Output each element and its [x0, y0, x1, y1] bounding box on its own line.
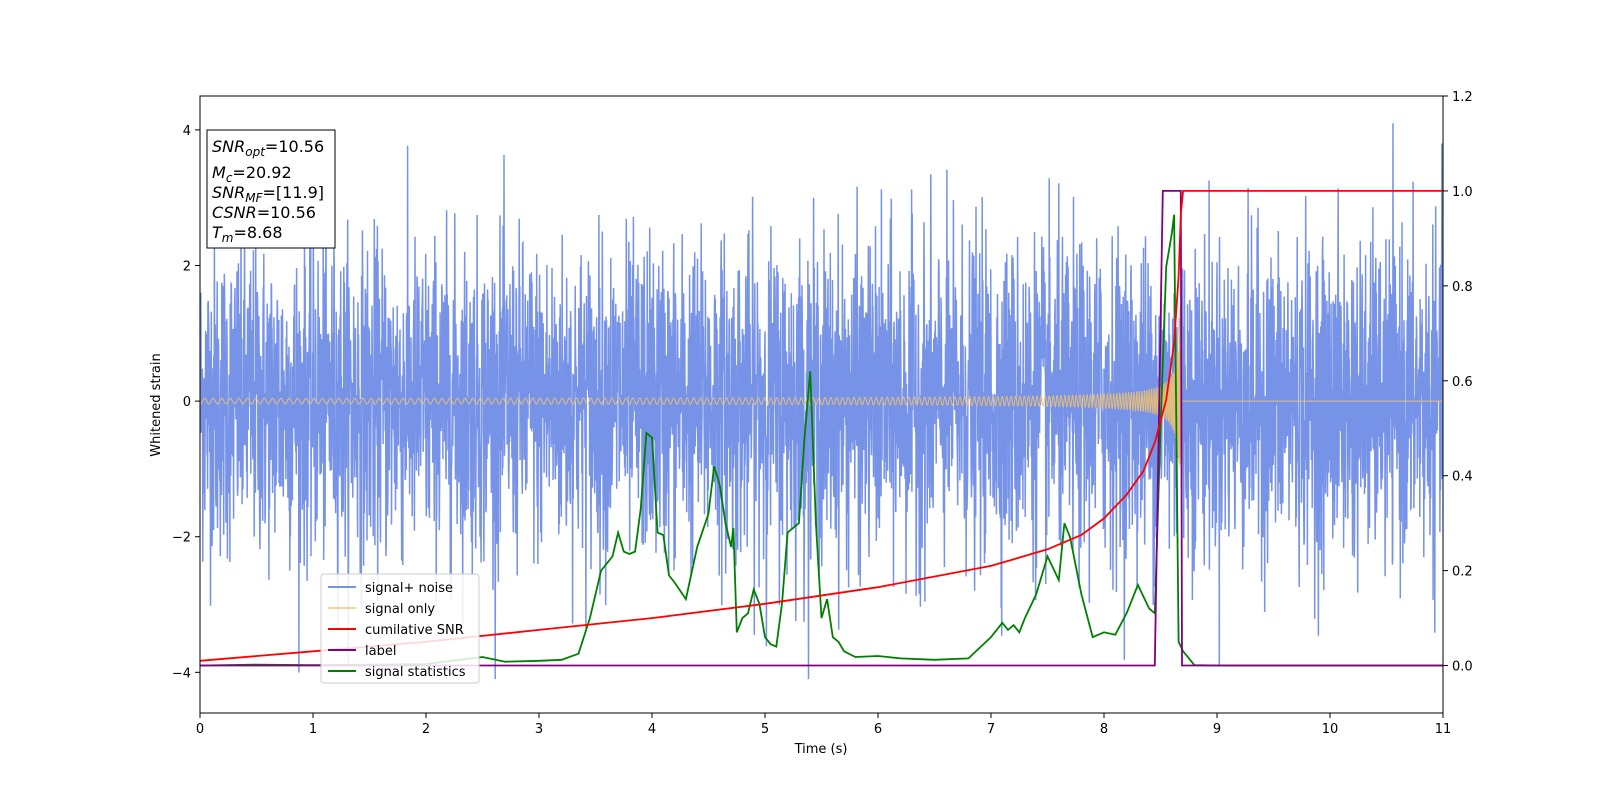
- legend-label: signal only: [365, 602, 435, 617]
- y-left-tick-label: 2: [183, 260, 191, 275]
- y-axis-label: Whitened strain: [149, 353, 164, 456]
- annotation-csnr: CSNR=10.56: [212, 203, 316, 222]
- y-axis-right: 0.0 0.2 0.4 0.6 0.8 1.0 1.2: [1443, 90, 1473, 675]
- series-line-label: [200, 190, 1443, 667]
- x-tick-label: 3: [535, 722, 543, 737]
- legend-label: label: [365, 644, 396, 659]
- y-right-tick-label: 0.0: [1452, 660, 1473, 675]
- x-tick-label: 9: [1213, 722, 1221, 737]
- y-right-tick-label: 1.2: [1452, 90, 1473, 105]
- y-left-tick-label: −4: [172, 666, 191, 681]
- legend-label: signal statistics: [365, 665, 466, 680]
- y-left-tick-label: −2: [172, 531, 191, 546]
- y-right-tick-label: 0.2: [1452, 565, 1473, 580]
- legend-label: signal+ noise: [365, 581, 453, 596]
- x-tick-label: 4: [648, 722, 656, 737]
- x-tick-label: 0: [196, 722, 204, 737]
- series-line-signal-only: [200, 307, 1443, 467]
- y-left-tick-label: 4: [183, 124, 191, 139]
- x-tick-label: 10: [1322, 722, 1339, 737]
- x-tick-label: 6: [874, 722, 882, 737]
- y-left-tick-label: 0: [183, 395, 191, 410]
- plot-frame: [199, 95, 1444, 714]
- plot-series-layer: [200, 123, 1443, 680]
- y-axis-left: −4 −2 0 2 4: [172, 124, 200, 681]
- x-tick-label: 11: [1435, 722, 1452, 737]
- x-tick-label: 2: [422, 722, 430, 737]
- x-tick-label: 7: [987, 722, 995, 737]
- x-tick-label: 5: [761, 722, 769, 737]
- x-axis: 0 1 2 3 4 5 6 7 8 9 10 11: [196, 713, 1451, 737]
- annotation-tm: Tm=8.68: [212, 223, 283, 245]
- y-right-tick-label: 1.0: [1452, 185, 1473, 200]
- legend-frame: [320, 573, 480, 684]
- legend-label: cumilative SNR: [365, 623, 464, 638]
- x-axis-label: Time (s): [794, 742, 848, 757]
- y-right-tick-label: 0.4: [1452, 470, 1473, 485]
- annotation-snr-opt: SNRopt=10.56: [212, 137, 324, 159]
- legend: signal+ noise signal only cumilative SNR la…: [320, 573, 480, 684]
- y-right-tick-label: 0.8: [1452, 280, 1473, 295]
- series-line-signal-statistics: [200, 214, 1443, 667]
- annotation-mc: Mc=20.92: [212, 163, 292, 185]
- y-right-tick-label: 0.6: [1452, 375, 1473, 390]
- series-line-signal-plus-noise: [200, 123, 1443, 680]
- x-tick-label: 8: [1100, 722, 1108, 737]
- series-line-cumulative-snr: [200, 190, 1443, 662]
- annotation-snr-mf: SNRMF=[11.9]: [212, 183, 324, 205]
- x-tick-label: 1: [309, 722, 317, 737]
- annotation-box-frame: [206, 129, 336, 249]
- annotation-box: SNRopt=10.56 Mc=20.92 SNRMF=[11.9] CSNR=…: [206, 129, 336, 249]
